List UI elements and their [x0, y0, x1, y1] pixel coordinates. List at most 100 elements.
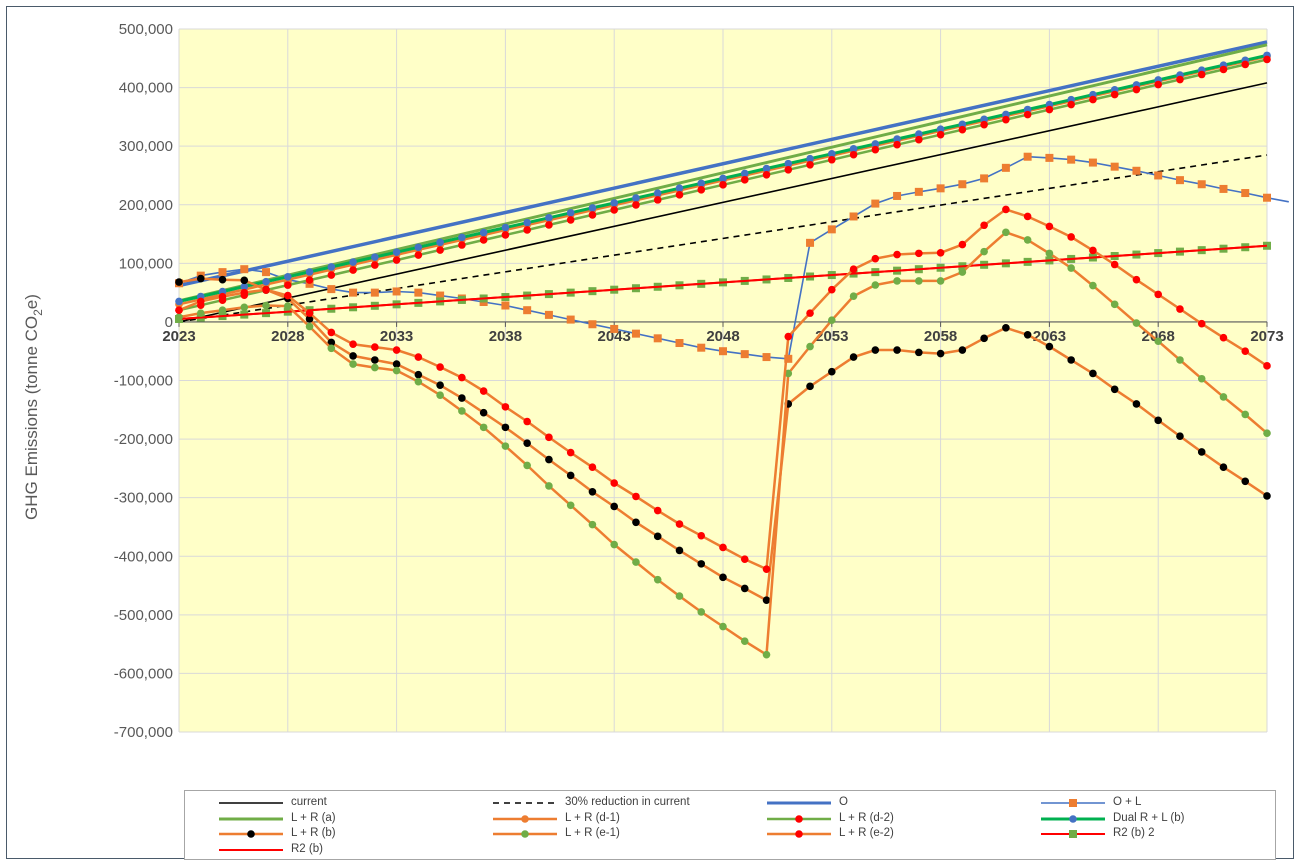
data-point — [762, 565, 771, 573]
data-point — [1219, 393, 1228, 401]
data-point — [349, 360, 357, 368]
y-axis-label: GHG Emissions (tonne CO2e) — [22, 294, 45, 520]
data-point — [545, 433, 553, 442]
x-tick-label: 2023 — [162, 328, 195, 345]
data-point — [175, 297, 183, 306]
data-point — [523, 306, 532, 315]
legend-swatch — [767, 830, 831, 838]
y-tick-label: -500,000 — [114, 607, 173, 624]
data-point — [762, 164, 771, 173]
data-point — [349, 288, 358, 297]
data-point — [501, 423, 510, 432]
data-point — [284, 281, 292, 289]
data-point — [849, 145, 858, 153]
y-axis-label-main: GHG Emissions (tonne CO — [22, 316, 41, 520]
data-point — [958, 268, 967, 276]
y-tick-label: 500,000 — [119, 21, 173, 38]
data-point — [784, 332, 793, 341]
data-point — [806, 238, 815, 247]
data-point — [936, 184, 945, 193]
data-point — [479, 408, 488, 417]
data-point — [284, 302, 292, 310]
data-point — [871, 281, 880, 289]
x-tick-label: 2073 — [1250, 328, 1283, 345]
data-point — [784, 165, 793, 174]
series-l-r-e-2 — [175, 205, 1271, 573]
data-point — [1132, 166, 1141, 175]
series-line — [178, 155, 1289, 360]
data-point — [436, 246, 444, 254]
data-point — [893, 250, 901, 259]
x-axis: 2023 2028 2033 2038 2043 2048 2053 2058 2063 2068… — [162, 321, 1284, 345]
data-point — [936, 248, 945, 257]
data-point — [436, 291, 445, 300]
data-point — [1263, 429, 1271, 438]
data-point — [1241, 189, 1250, 198]
data-point — [762, 596, 771, 604]
data-point — [436, 363, 444, 371]
series-line — [178, 82, 1268, 323]
data-point — [240, 265, 249, 274]
data-point — [1110, 162, 1119, 171]
data-point — [566, 471, 575, 480]
data-point — [958, 240, 967, 249]
data-point — [458, 373, 466, 382]
data-point — [1219, 463, 1228, 472]
data-point — [1045, 249, 1054, 258]
data-point — [175, 313, 183, 322]
data-point — [349, 258, 357, 266]
y-tick-label: -200,000 — [114, 431, 173, 448]
legend-label: O + L — [1113, 796, 1142, 808]
legend-swatch — [493, 802, 557, 804]
data-point — [327, 344, 336, 353]
data-point — [871, 199, 880, 208]
legend-swatch — [219, 817, 283, 820]
y-tick-label: 100,000 — [119, 255, 173, 272]
legend-label: current — [291, 796, 327, 808]
data-point — [610, 540, 618, 549]
data-point — [1045, 105, 1054, 114]
data-point — [370, 288, 379, 297]
data-point — [1132, 400, 1141, 408]
data-point — [284, 273, 292, 281]
data-point — [980, 115, 988, 124]
x-tick-label: 2053 — [815, 328, 848, 345]
data-point — [1132, 275, 1141, 284]
data-point — [240, 303, 249, 312]
data-point — [806, 154, 814, 163]
data-point — [653, 575, 662, 584]
series-group — [175, 40, 1289, 659]
data-point — [1110, 300, 1119, 309]
data-point — [740, 555, 749, 563]
data-point — [566, 209, 575, 217]
data-point — [980, 174, 989, 183]
data-point — [414, 288, 423, 297]
data-point — [675, 184, 684, 193]
data-point — [392, 256, 401, 264]
data-point — [1001, 163, 1010, 172]
data-point — [218, 292, 227, 301]
x-tick-label: 2038 — [489, 328, 522, 345]
data-point — [719, 181, 727, 189]
data-point — [196, 274, 205, 283]
series-line — [178, 154, 1268, 323]
data-point — [1197, 70, 1206, 79]
data-point — [914, 187, 923, 196]
data-point — [1089, 246, 1097, 255]
data-point — [958, 180, 967, 189]
data-point — [828, 285, 836, 294]
data-point — [849, 150, 858, 159]
data-point — [871, 346, 880, 354]
data-point — [523, 461, 531, 470]
x-tick-label: 2063 — [1033, 328, 1066, 345]
data-point — [1154, 416, 1162, 425]
data-point — [675, 191, 684, 199]
data-point — [915, 135, 923, 144]
data-point — [1197, 448, 1206, 456]
y-tick-label: 200,000 — [119, 197, 173, 214]
data-point — [1176, 75, 1184, 84]
data-point — [1023, 212, 1032, 221]
data-point — [632, 492, 640, 501]
legend-label: L + R (d-2) — [839, 811, 894, 824]
data-point — [479, 228, 488, 237]
